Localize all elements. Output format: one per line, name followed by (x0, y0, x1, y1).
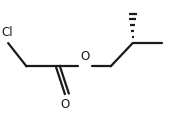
Text: Cl: Cl (1, 26, 13, 39)
Text: O: O (80, 50, 90, 63)
Text: O: O (60, 97, 70, 110)
